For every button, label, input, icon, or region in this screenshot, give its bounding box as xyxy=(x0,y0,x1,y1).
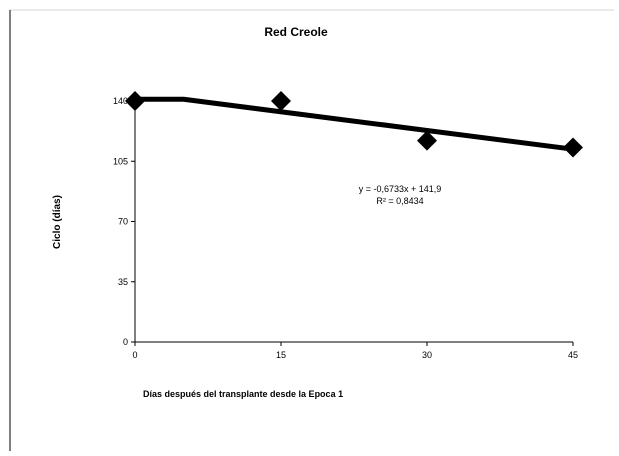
y-tick-label: 105 xyxy=(113,156,128,166)
data-point-diamond xyxy=(563,137,583,157)
data-point-diamond xyxy=(125,91,145,111)
y-axis-label: Ciclo (días) xyxy=(52,195,63,249)
x-tick-label: 45 xyxy=(568,350,578,360)
trendline-r-squared: R² = 0,8434 xyxy=(376,196,423,206)
trendline-equation: y = -0,6733x + 141,9 xyxy=(359,184,442,194)
y-tick-label: 70 xyxy=(118,217,128,227)
trendline-group xyxy=(135,99,573,149)
x-tick-label: 30 xyxy=(422,350,432,360)
x-tick-label: 0 xyxy=(132,350,137,360)
data-point-diamond xyxy=(271,91,291,111)
x-axis-label: Días después del transplante desde la Ep… xyxy=(143,389,343,399)
chart-title: Red Creole xyxy=(264,25,328,39)
y-tick-label: 35 xyxy=(118,277,128,287)
y-tick-label: 0 xyxy=(123,337,128,347)
x-tick-label: 15 xyxy=(276,350,286,360)
trendline xyxy=(135,99,573,149)
